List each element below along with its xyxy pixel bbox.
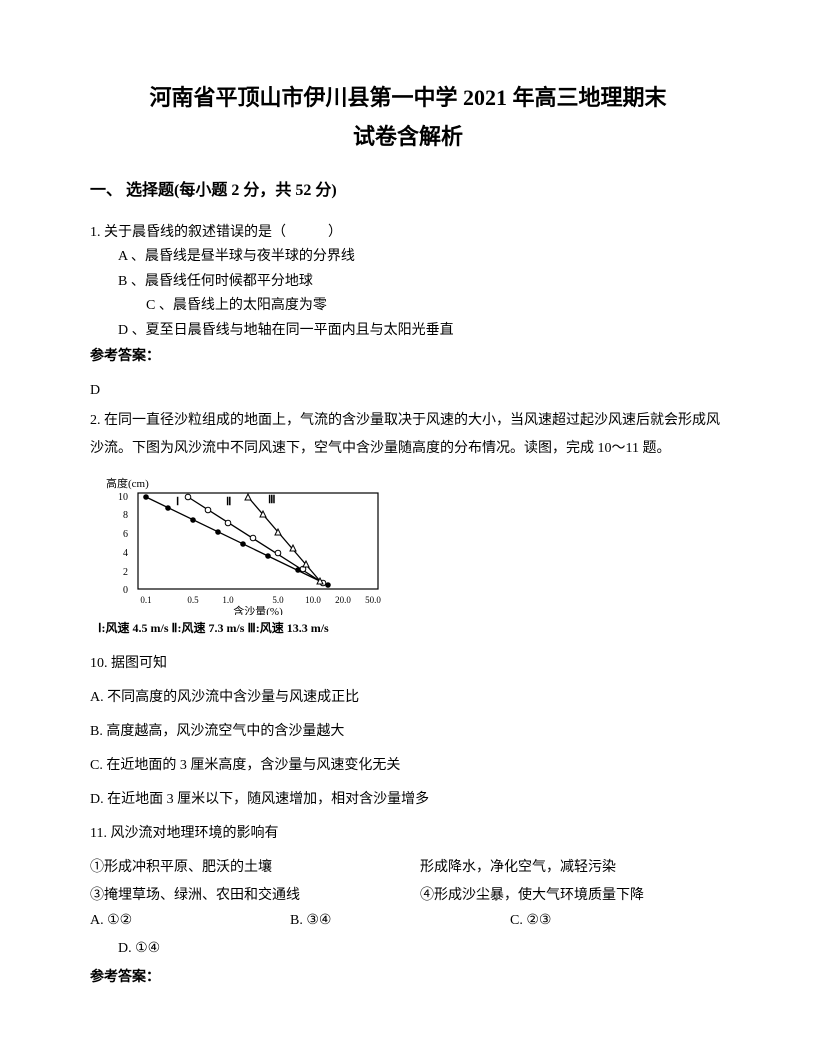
q1-option-c: C 、晨昏线上的太阳高度为零 — [90, 295, 726, 317]
q11-option-d: D. ①④ — [90, 938, 726, 960]
q11-choice-1: ①形成冲积平原、肥沃的土壤 — [90, 854, 420, 882]
chart-series-3-label: Ⅲ — [268, 494, 276, 506]
q11-option-c: C. ②③ — [510, 910, 660, 932]
chart-xtick-2: 1.0 — [222, 595, 234, 605]
chart-series-1-label: Ⅰ — [176, 496, 179, 508]
q11-stem: 11. 风沙流对地理环境的影响有 — [90, 820, 726, 848]
chart-ytick-8: 8 — [123, 510, 128, 521]
q10-option-d: D. 在近地面 3 厘米以下，随风速增加，相对含沙量增多 — [90, 786, 726, 814]
chart-xtick-0: 0.1 — [140, 595, 151, 605]
chart-series-2-label: Ⅱ — [226, 496, 231, 508]
q11-option-b: B. ③④ — [290, 910, 510, 932]
chart-xtick-4: 10.0 — [305, 595, 321, 605]
chart-xtick-1: 0.5 — [187, 595, 199, 605]
q11-option-a: A. ①② — [90, 910, 290, 932]
chart-ytick-6: 6 — [123, 529, 128, 540]
q10-option-a: A. 不同高度的风沙流中含沙量与风速成正比 — [90, 684, 726, 712]
q10-option-b: B. 高度越高，风沙流空气中的含沙量越大 — [90, 718, 726, 746]
exam-title-line1: 河南省平顶山市伊川县第一中学 2021 年高三地理期末 — [90, 80, 726, 115]
exam-title-line2: 试卷含解析 — [90, 119, 726, 154]
q1-option-a: A 、晨昏线是昼半球与夜半球的分界线 — [90, 246, 726, 268]
q11-choice-2: 形成降水，净化空气，减轻污染 — [420, 854, 726, 882]
chart-svg: 高度(cm) 0 2 4 6 8 10 0.1 0.5 1.0 5.0 10.0… — [98, 475, 398, 615]
chart-ytick-0: 0 — [123, 585, 128, 596]
q10-option-c: C. 在近地面的 3 厘米高度，含沙量与风速变化无关 — [90, 752, 726, 780]
chart-x-label: 含沙量(%) — [233, 604, 283, 615]
q1-option-b: B 、晨昏线任何时候都平分地球 — [90, 271, 726, 293]
wind-sand-chart: 高度(cm) 0 2 4 6 8 10 0.1 0.5 1.0 5.0 10.0… — [90, 475, 726, 638]
q11-choice-3: ③掩埋草场、绿洲、农田和交通线 — [90, 882, 420, 910]
q10-stem: 10. 据图可知 — [90, 650, 726, 678]
q1-answer-value: D — [90, 380, 726, 402]
chart-xtick-6: 50.0 — [365, 595, 381, 605]
chart-ytick-2: 2 — [123, 567, 128, 578]
q1-stem: 1. 关于晨昏线的叙述错误的是（ ） — [90, 222, 726, 244]
q11-answer-label: 参考答案： — [90, 967, 726, 989]
chart-legend: Ⅰ:风速 4.5 m/s Ⅱ:风速 7.3 m/s Ⅲ:风速 13.3 m/s — [98, 619, 726, 638]
section-choice-header: 一、 选择题(每小题 2 分，共 52 分) — [90, 178, 726, 204]
q1-option-d: D 、夏至日晨昏线与地轴在同一平面内且与太阳光垂直 — [90, 320, 726, 342]
chart-xtick-3: 5.0 — [272, 595, 284, 605]
q11-choice-4: ④形成沙尘暴，使大气环境质量下降 — [420, 882, 726, 910]
q2-intro: 2. 在同一直径沙粒组成的地面上，气流的含沙量取决于风速的大小，当风速超过起沙风… — [90, 407, 726, 463]
chart-xtick-5: 20.0 — [335, 595, 351, 605]
chart-ytick-10: 10 — [118, 492, 128, 503]
q1-answer-label: 参考答案： — [90, 346, 726, 368]
chart-y-label: 高度(cm) — [106, 476, 149, 490]
chart-ytick-4: 4 — [123, 548, 128, 559]
